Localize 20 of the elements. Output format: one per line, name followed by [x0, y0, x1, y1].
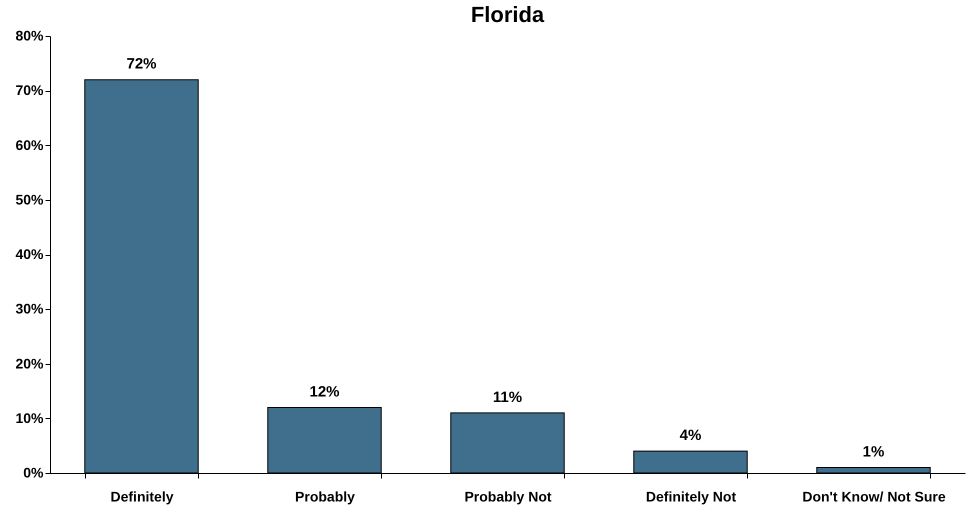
x-tick-label: Definitely Not: [646, 488, 736, 504]
y-tick-label: 50%: [15, 191, 44, 208]
data-label: 72%: [126, 56, 157, 73]
data-label: 11%: [492, 388, 522, 406]
y-tick-label: 40%: [15, 246, 44, 262]
y-tick-label: 70%: [15, 82, 44, 98]
x-tick-label: Probably: [295, 488, 356, 504]
y-tick-label: 10%: [15, 410, 44, 426]
x-tick-label: Probably Not: [464, 488, 552, 504]
x-tick-label: Definitely: [110, 488, 174, 504]
data-label: 4%: [680, 427, 702, 444]
chart-title: Florida: [470, 2, 545, 27]
y-tick-label: 30%: [15, 300, 44, 317]
y-tick-label: 80%: [15, 28, 44, 44]
data-label: 12%: [309, 383, 340, 400]
data-label: 1%: [862, 444, 884, 461]
y-tick-label: 20%: [15, 355, 44, 372]
y-tick-label: 60%: [15, 136, 44, 153]
x-tick-label: Don't Know/ Not Sure: [802, 488, 946, 504]
y-tick-label: 0%: [23, 464, 44, 480]
